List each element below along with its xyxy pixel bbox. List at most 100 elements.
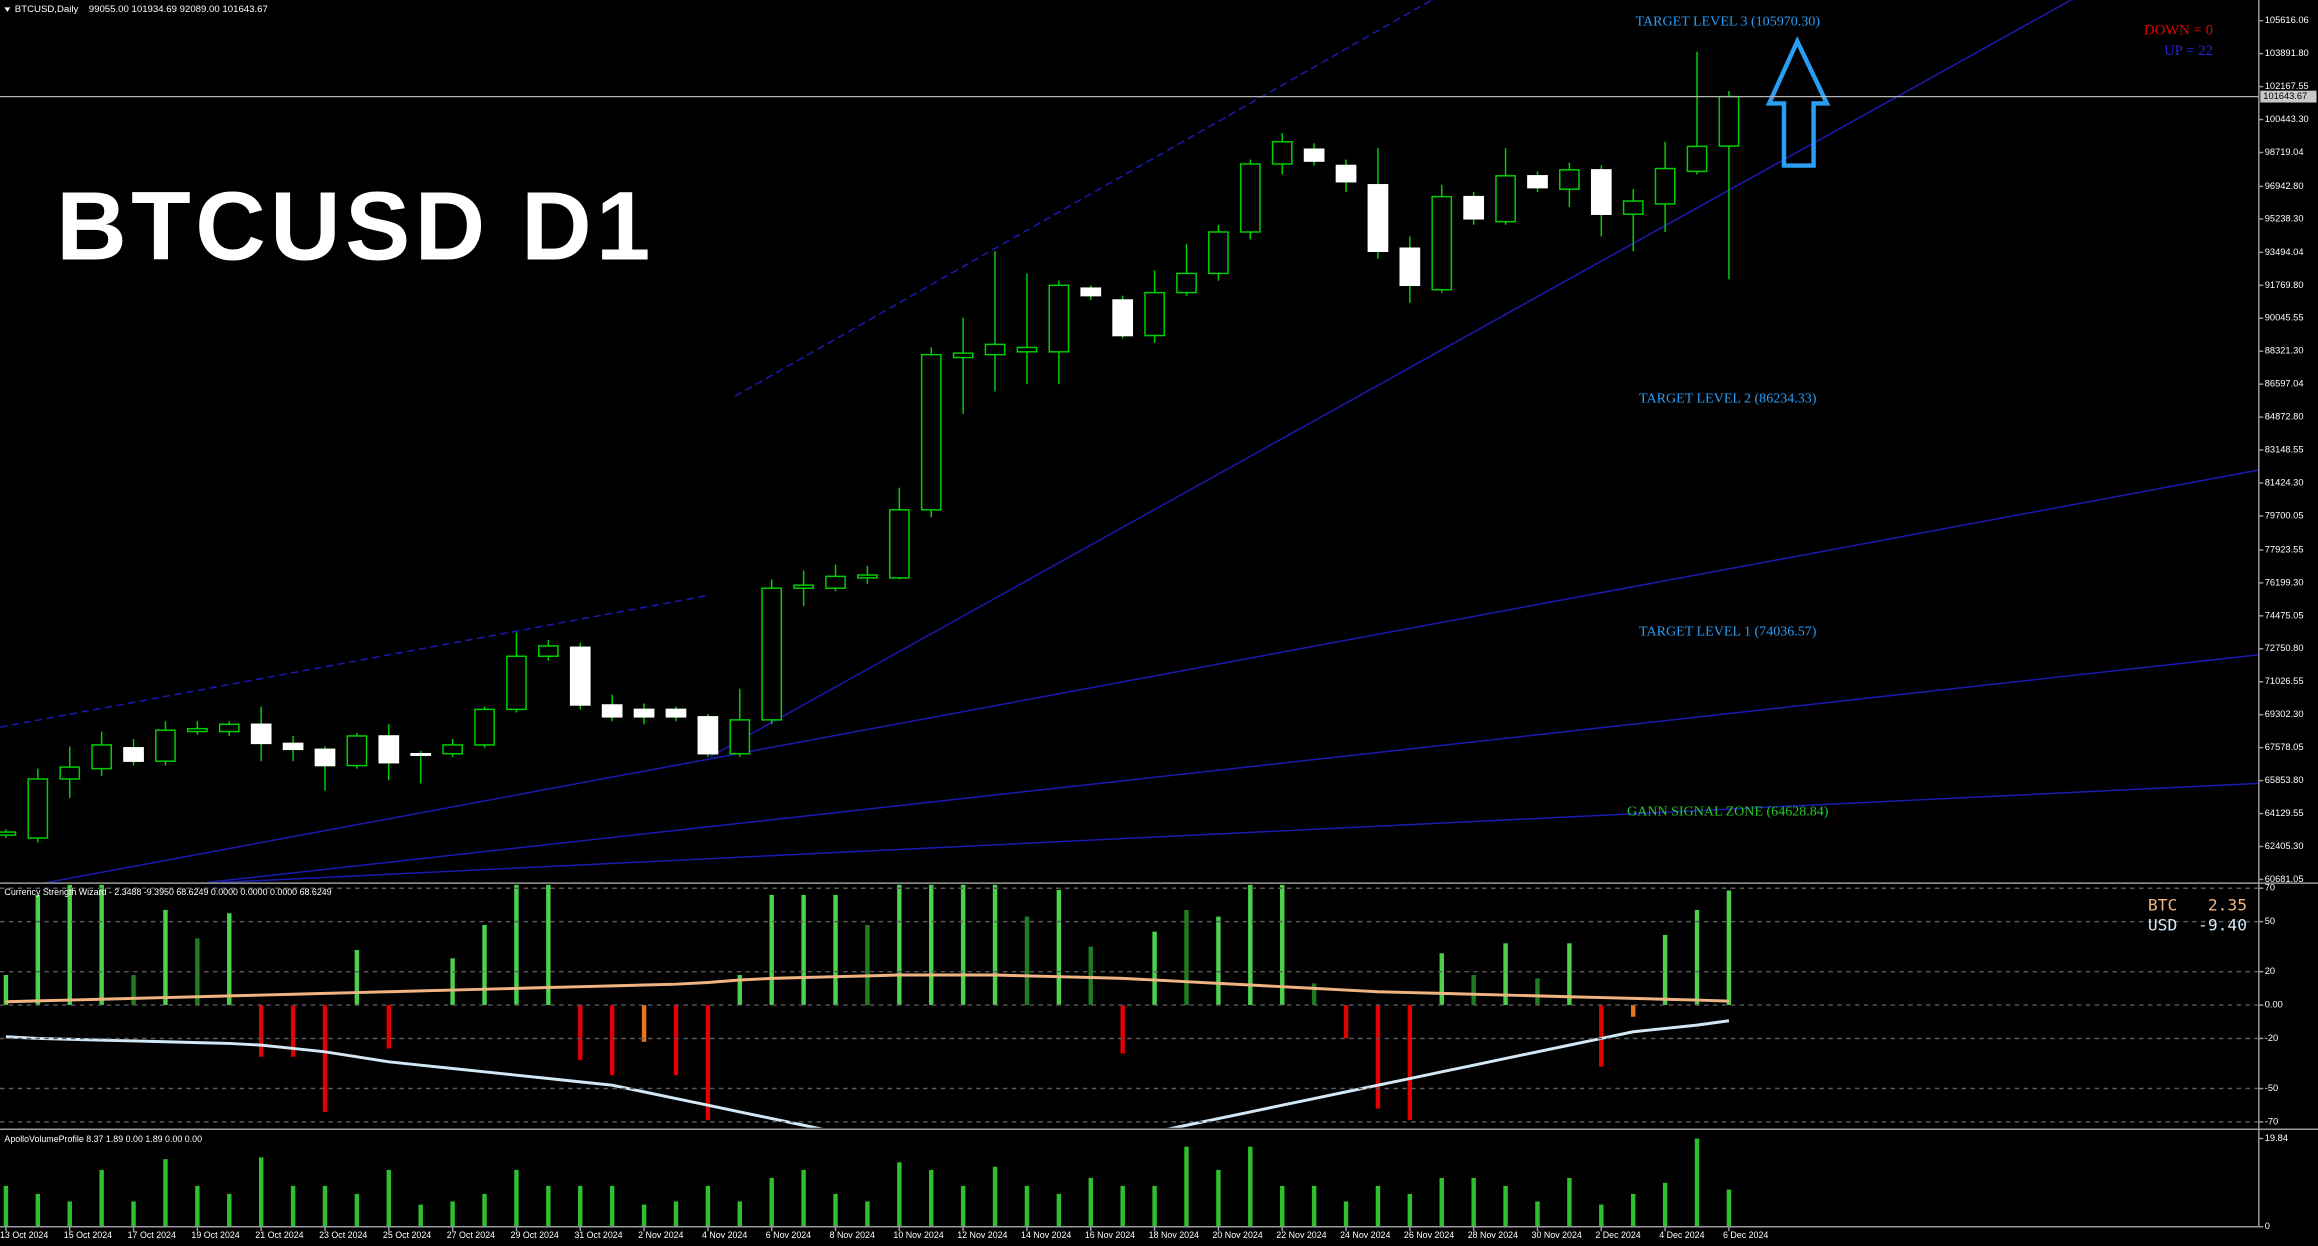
trend-line — [734, 0, 1433, 397]
candle-body — [920, 353, 942, 511]
x-tick-label: 12 Nov 2024 — [957, 1230, 1007, 1240]
bar — [1343, 1005, 1349, 1039]
legend-value: 2.35 — [2208, 896, 2247, 915]
bar — [290, 1185, 296, 1227]
bar — [1152, 931, 1157, 1006]
candle-body — [442, 744, 463, 755]
x-tick-label: 26 Nov 2024 — [1404, 1230, 1454, 1240]
candles — [0, 51, 1740, 843]
bar — [1248, 1146, 1253, 1227]
symbol-label: BTCUSD,Daily — [15, 4, 79, 15]
y-tick-label: 0 — [2265, 1221, 2270, 1231]
y-tick-label: 91769.80 — [2265, 280, 2304, 290]
candle-body — [1303, 148, 1325, 162]
bar — [482, 1193, 487, 1227]
candle-body — [1208, 231, 1229, 275]
legend-value: -9.40 — [2198, 916, 2247, 935]
candle-body — [1399, 247, 1421, 287]
bar — [546, 884, 551, 1006]
candle-body — [378, 735, 400, 764]
y-tick-label: 86597.04 — [2265, 379, 2304, 389]
ohlc-label: 99055.00 101934.69 92089.00 101643.67 — [89, 4, 268, 15]
bar — [1726, 1189, 1732, 1227]
x-tick-label: 4 Dec 2024 — [1659, 1230, 1704, 1240]
x-tick-label: 8 Nov 2024 — [830, 1230, 875, 1240]
bar — [673, 1005, 679, 1076]
bar — [195, 1185, 200, 1227]
candle-body — [218, 723, 240, 733]
bar — [1088, 946, 1093, 1006]
bar — [1630, 1005, 1636, 1017]
bar — [1535, 978, 1540, 1006]
bar — [769, 1177, 774, 1227]
x-tick-label: 29 Oct 2024 — [511, 1230, 559, 1240]
bar — [992, 1166, 998, 1227]
x-tick-label: 2 Nov 2024 — [638, 1230, 683, 1240]
bar — [1471, 1177, 1476, 1227]
y-tick-label: 79700.05 — [2265, 510, 2304, 520]
bar — [705, 1005, 711, 1121]
y-tick-label: 83148.55 — [2265, 445, 2304, 455]
candle-body — [601, 704, 623, 718]
candle-body — [984, 343, 1006, 356]
bar — [1662, 934, 1668, 1006]
target-level-label: TARGET LEVEL 2 (86234.33) — [1639, 390, 1817, 406]
x-tick-label: 18 Nov 2024 — [1149, 1230, 1199, 1240]
candle-body — [857, 574, 878, 579]
bar — [322, 1005, 328, 1112]
bar — [1152, 1185, 1157, 1227]
bar — [865, 924, 870, 1006]
bar — [450, 958, 455, 1006]
histogram — [3, 884, 1732, 1128]
bar — [418, 1204, 423, 1227]
candle-body — [314, 748, 336, 767]
y-tick-label: 50 — [2265, 916, 2275, 926]
candle-body — [155, 729, 176, 762]
menu-triangle — [4, 7, 11, 12]
bar — [865, 1201, 870, 1227]
target-arrow — [1765, 36, 1831, 168]
y-tick-label: -70 — [2265, 1116, 2278, 1126]
candle-body — [0, 831, 17, 836]
y-tick-label: 60681.05 — [2265, 874, 2304, 884]
bar — [35, 894, 41, 1006]
x-tick-label: 4 Nov 2024 — [702, 1230, 747, 1240]
bar — [705, 1185, 711, 1227]
bar — [3, 1185, 9, 1227]
candle-body — [537, 645, 559, 657]
bar — [609, 1185, 615, 1227]
y-tick-label: 84872.80 — [2265, 412, 2304, 422]
y-tick-label: -20 — [2265, 1033, 2278, 1043]
bar — [1630, 1193, 1636, 1227]
bar — [227, 1193, 232, 1227]
x-tick-label: 25 Oct 2024 — [383, 1230, 431, 1240]
bar — [578, 1185, 583, 1227]
target-level-label: GANN SIGNAL ZONE (64628.84) — [1627, 803, 1829, 819]
x-tick-label: 6 Dec 2024 — [1723, 1230, 1768, 1240]
bar — [1216, 1169, 1221, 1227]
bar — [673, 1201, 679, 1227]
candle-body — [59, 766, 81, 780]
bar — [929, 1169, 934, 1227]
bar — [1694, 909, 1700, 1006]
candle-body — [729, 719, 751, 755]
x-tick-label: 16 Nov 2024 — [1085, 1230, 1135, 1240]
bar — [578, 1005, 583, 1061]
candle-body — [346, 735, 368, 767]
plot-layer: 105616.06 103891.80 102167.55 100443.30 9871… — [0, 13, 2317, 1240]
bar — [1439, 953, 1444, 1006]
bar — [1471, 975, 1476, 1006]
bar — [1503, 1185, 1508, 1227]
bar — [99, 1169, 104, 1227]
y-tick-label: 100443.30 — [2265, 114, 2309, 124]
candle-body — [123, 747, 144, 762]
bar — [801, 894, 806, 1006]
y-tick-label: 93494.04 — [2265, 247, 2304, 257]
candle-body — [1112, 299, 1134, 337]
y-tick-label: 90045.55 — [2265, 313, 2304, 323]
candle-body — [888, 509, 910, 579]
bar — [1184, 1146, 1189, 1227]
chart-title: BTCUSD D1 — [56, 171, 655, 280]
